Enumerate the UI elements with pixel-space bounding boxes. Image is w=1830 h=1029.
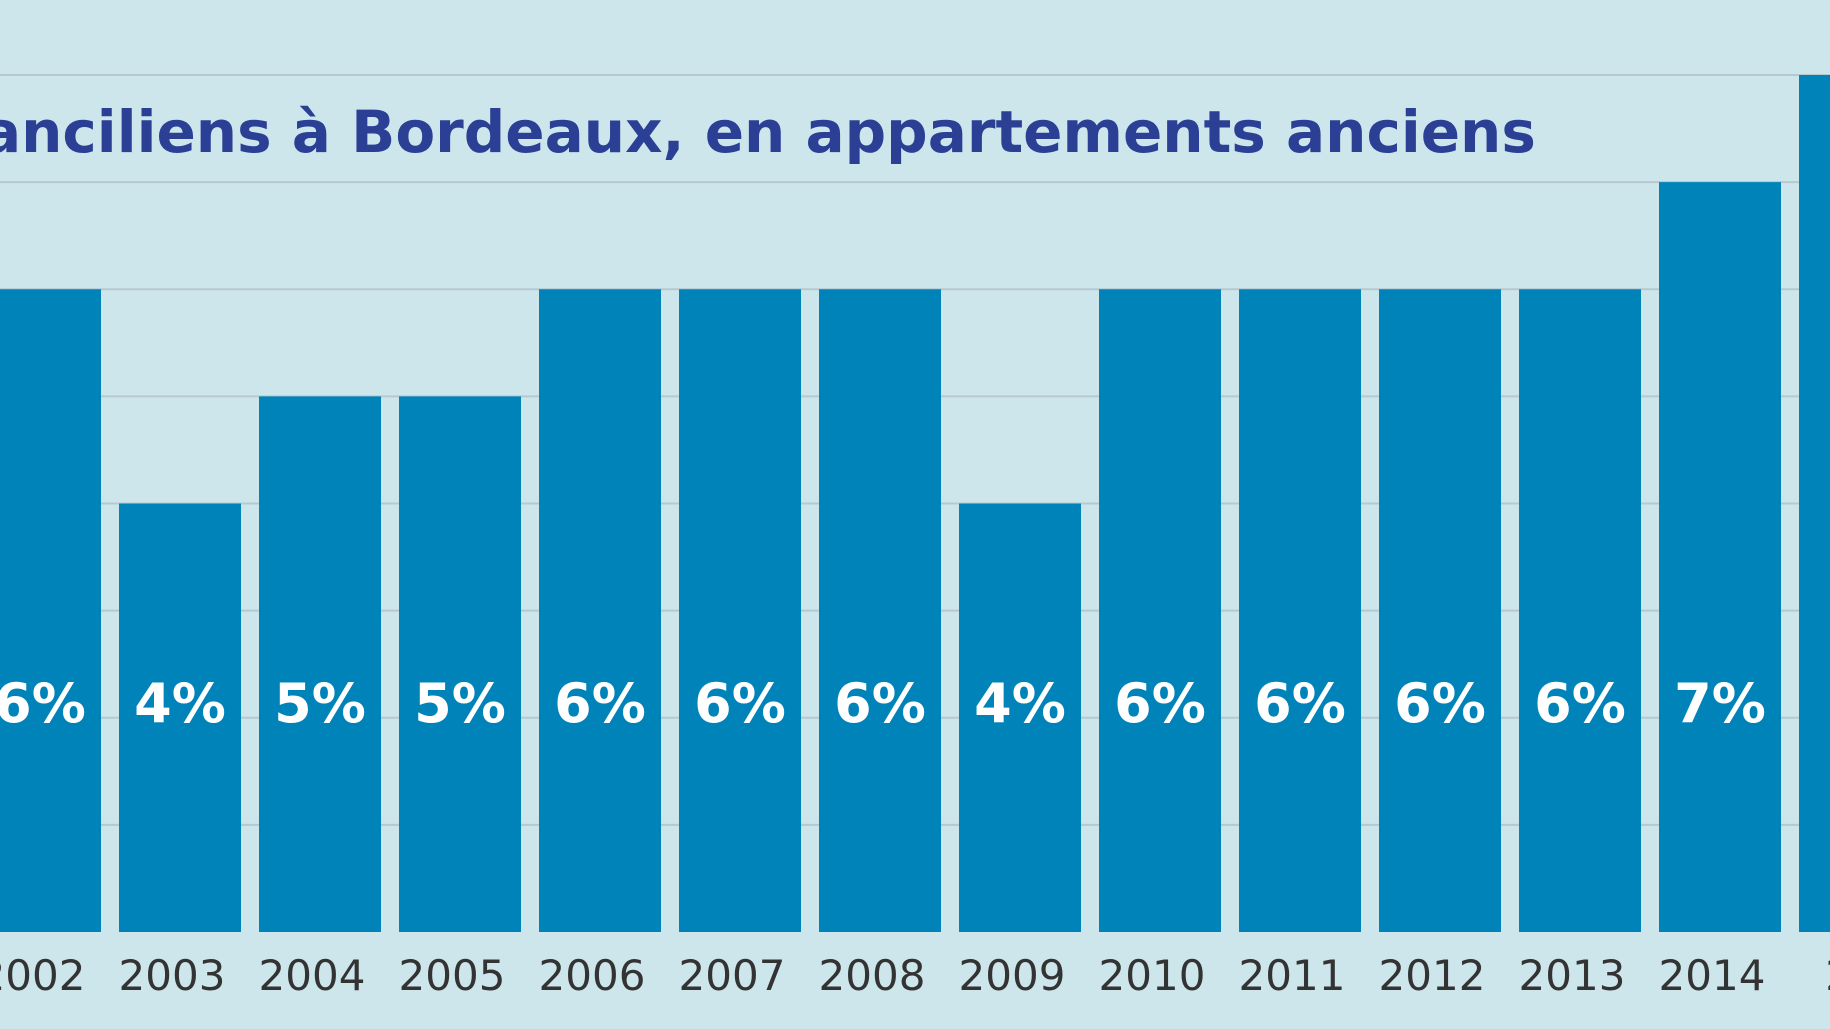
bar-value-label: 6% (1394, 672, 1486, 735)
x-tick-label: 20 (1825, 951, 1830, 1000)
bar-value-label: 6% (1534, 672, 1626, 735)
bar-value-label: 4% (134, 672, 226, 735)
x-tick-label: 2004 (259, 951, 366, 1000)
bar-value-label: 5% (274, 672, 366, 735)
x-tick-label: 2007 (679, 951, 786, 1000)
x-tick-label: 2009 (959, 951, 1066, 1000)
bar (119, 503, 241, 932)
x-tick-label: 2013 (1519, 951, 1626, 1000)
x-tick-label: 2006 (539, 951, 646, 1000)
bar-value-label: 6% (694, 672, 786, 735)
bar (679, 289, 801, 932)
bar (539, 289, 661, 932)
x-tick-label: 2002 (0, 951, 85, 1000)
x-tick-label: 2012 (1379, 951, 1486, 1000)
bar-value-label: 7% (1674, 672, 1766, 735)
bar-value-label: 6% (1114, 672, 1206, 735)
x-axis-tick-labels: 2002 2003 2004 2005 2006 2007 2008 2009 2010 2011… (0, 951, 1830, 1000)
bar (1379, 289, 1501, 932)
bar-value-label: 6% (554, 672, 646, 735)
x-tick-label: 2008 (819, 951, 926, 1000)
x-tick-label: 2014 (1659, 951, 1766, 1000)
bar-labels: 6%4%5%5%6%6%6%4%6%6%6%6%7%8 (0, 672, 1766, 735)
bar-value-label: 4% (974, 672, 1066, 735)
x-tick-label: 2003 (119, 951, 226, 1000)
bar (1239, 289, 1361, 932)
bar-value-label: 6% (0, 672, 86, 735)
bar-value-label: 6% (834, 672, 926, 735)
bar (259, 396, 381, 932)
chart-title: anciliens à Bordeaux, en appartements an… (0, 98, 1536, 166)
bar (399, 396, 521, 932)
bar (1519, 289, 1641, 932)
x-tick-label: 2005 (399, 951, 506, 1000)
x-tick-label: 2010 (1099, 951, 1206, 1000)
bar (959, 503, 1081, 932)
bar-value-label: 5% (414, 672, 506, 735)
bar (819, 289, 941, 932)
bars (0, 75, 1830, 932)
bar (1799, 75, 1830, 932)
bar (1099, 289, 1221, 932)
bar (1659, 182, 1781, 932)
bar (0, 289, 101, 932)
bar-value-label: 6% (1254, 672, 1346, 735)
x-tick-label: 2011 (1239, 951, 1346, 1000)
